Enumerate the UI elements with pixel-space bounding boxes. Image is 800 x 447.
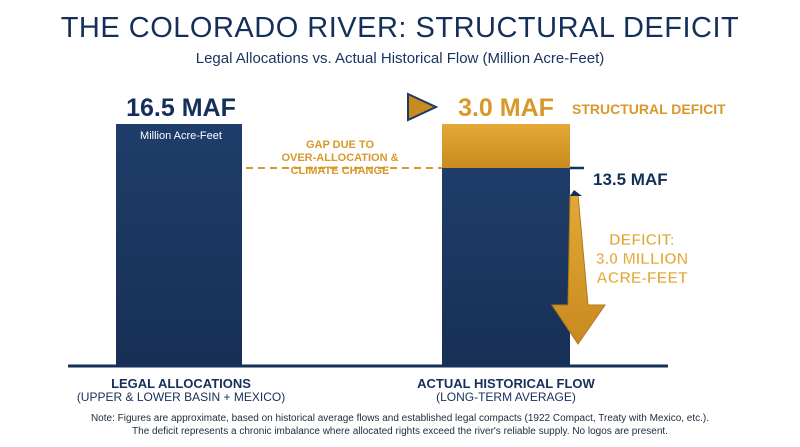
deficit-arrow bbox=[551, 190, 606, 345]
footnote-line-1: Note: Figures are approximate, based on … bbox=[90, 413, 710, 424]
value-label-legal: 16.5 MAF bbox=[126, 94, 236, 122]
bar-structural-deficit bbox=[442, 124, 570, 168]
footnote-line-2: The deficit represents a chronic imbalan… bbox=[132, 426, 668, 437]
bar-actual-flow bbox=[442, 168, 570, 366]
deficit-callout-line: 3.0 MILLION bbox=[596, 251, 688, 268]
value-label-deficit: 3.0 MAF bbox=[458, 94, 554, 122]
category-label-actual: ACTUAL HISTORICAL FLOW bbox=[417, 376, 595, 391]
comparison-arrow bbox=[248, 92, 439, 122]
gap-annotation: GAP DUE TO OVER-ALLOCATION & CLIMATE CHA… bbox=[281, 139, 398, 177]
deficit-callout-line: ACRE-FEET bbox=[596, 270, 688, 287]
chart-title: THE COLORADO RIVER: STRUCTURAL DEFICIT bbox=[60, 12, 740, 44]
gap-annotation-line: GAP DUE TO bbox=[306, 139, 374, 151]
value-label-actual: 13.5 MAF bbox=[593, 170, 668, 189]
category-sublabel-legal: (UPPER & LOWER BASIN + MEXICO) bbox=[76, 390, 286, 404]
deficit-callout: DEFICIT: 3.0 MILLION ACRE-FEET bbox=[595, 232, 688, 288]
gap-annotation-line: OVER-ALLOCATION & bbox=[281, 152, 398, 164]
category-sublabel-actual: (LONG-TERM AVERAGE) bbox=[436, 390, 576, 404]
bar-legal-allocations bbox=[116, 124, 242, 366]
unit-label: Million Acre-Feet bbox=[140, 130, 222, 142]
gap-annotation-line: CLIMATE CHANGE bbox=[291, 165, 390, 177]
chart-subtitle: Legal Allocations vs. Actual Historical … bbox=[195, 50, 605, 67]
deficit-callout-line: DEFICIT: bbox=[609, 232, 675, 249]
structural-deficit-label: STRUCTURAL DEFICIT bbox=[572, 101, 726, 117]
category-label-legal: LEGAL ALLOCATIONS bbox=[111, 376, 251, 391]
